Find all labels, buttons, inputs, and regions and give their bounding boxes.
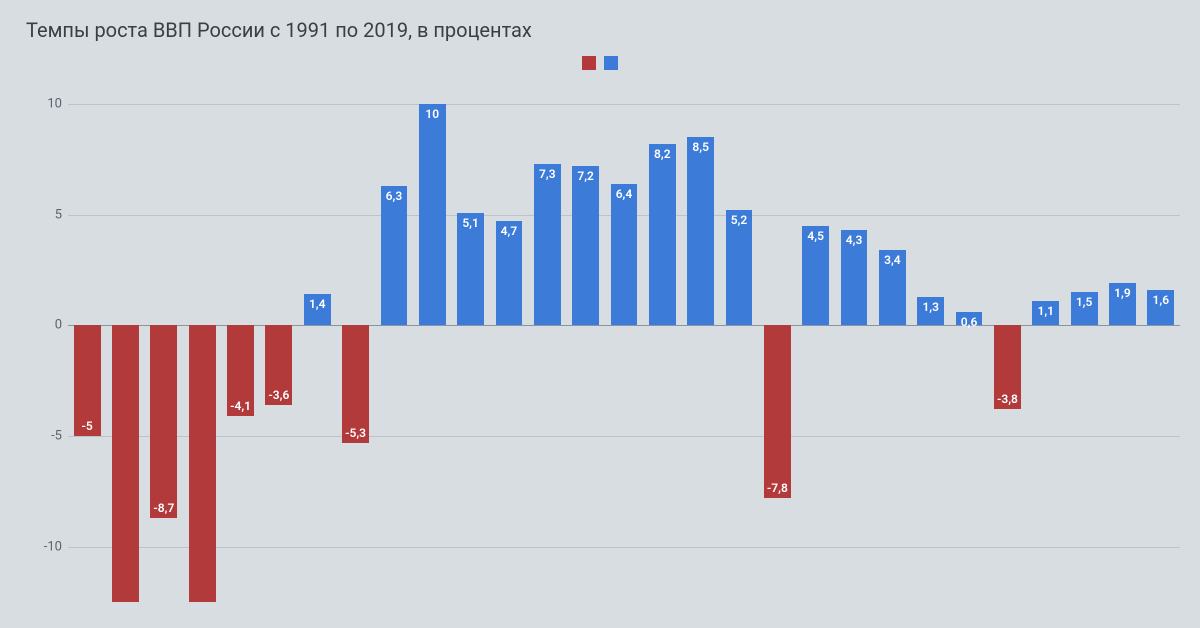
- bar: 1,1: [1032, 301, 1059, 325]
- bar-slot: 4,3: [835, 82, 873, 602]
- bar-slot: 1,5: [1065, 82, 1103, 602]
- bar: 0,6: [956, 312, 983, 325]
- bar-slot: 5,1: [451, 82, 489, 602]
- bar: -7,8: [764, 325, 791, 498]
- bar: 4,3: [841, 230, 868, 325]
- bar: 10: [419, 104, 446, 325]
- bar: 1,4: [304, 294, 331, 325]
- bar-slot: -5: [68, 82, 106, 602]
- bar-value-label: 6,4: [611, 187, 638, 201]
- y-tick-label: 0: [55, 318, 62, 333]
- bar-slot: [183, 82, 221, 602]
- y-tick-label: -10: [44, 539, 62, 554]
- bar-value-label: -3,6: [265, 388, 292, 402]
- bar: 8,2: [649, 144, 676, 325]
- bar-slot: 1,1: [1027, 82, 1065, 602]
- bar: -8,7: [150, 325, 177, 518]
- bar: [112, 325, 139, 602]
- bar-slot: 8,2: [643, 82, 681, 602]
- chart-title: Темпы роста ВВП России с 1991 по 2019, в…: [26, 18, 1180, 42]
- bar-slot: -5,3: [336, 82, 374, 602]
- bar-value-label: -3,8: [994, 392, 1021, 406]
- chart-legend: [20, 56, 1180, 70]
- bar-slot: -7,8: [758, 82, 796, 602]
- bar-slot: 7,2: [566, 82, 604, 602]
- bar-value-label: 10: [419, 107, 446, 121]
- bar-slot: 6,4: [605, 82, 643, 602]
- bar-value-label: 1,5: [1071, 295, 1098, 309]
- bars-container: -5 -8,7 -4,1 -3,6 1,4 -5,3 6,3 10 5,1 4,7 7,3 7,2 6,…: [68, 82, 1180, 602]
- bar-slot: 1,6: [1142, 82, 1180, 602]
- bar-value-label: 3,4: [879, 253, 906, 267]
- gdp-growth-chart: Темпы роста ВВП России с 1991 по 2019, в…: [0, 0, 1200, 628]
- bar: 4,7: [496, 221, 523, 325]
- bar-value-label: -7,8: [764, 481, 791, 495]
- bar-slot: 1,4: [298, 82, 336, 602]
- plot-area: -10 -5 0 5 10 -5 -8,7 -4,1 -3,6 1,4 -5,3 6,3 10 5,1 4…: [20, 82, 1180, 602]
- y-axis: -10 -5 0 5 10: [20, 82, 68, 602]
- bar-slot: -3,6: [260, 82, 298, 602]
- bar-value-label: -4,1: [227, 399, 254, 413]
- bar-value-label: 8,5: [687, 140, 714, 154]
- bar: -3,6: [265, 325, 292, 405]
- bar-slot: 7,3: [528, 82, 566, 602]
- bar-slot: 8,5: [682, 82, 720, 602]
- bar: 8,5: [687, 137, 714, 325]
- bar-slot: -3,8: [988, 82, 1026, 602]
- bar-value-label: -8,7: [150, 501, 177, 515]
- bar-value-label: 5,2: [726, 213, 753, 227]
- bar-slot: -4,1: [221, 82, 259, 602]
- bar: 3,4: [879, 250, 906, 325]
- bar-value-label: 1,3: [917, 300, 944, 314]
- bar: 1,3: [917, 297, 944, 326]
- bar-slot: 4,7: [490, 82, 528, 602]
- legend-swatch-positive: [604, 56, 618, 70]
- bar-slot: 1,9: [1103, 82, 1141, 602]
- bar: 1,6: [1147, 290, 1174, 325]
- legend-swatch-negative: [582, 56, 596, 70]
- bar-slot: 4,5: [797, 82, 835, 602]
- bar: 1,9: [1109, 283, 1136, 325]
- bar: 1,5: [1071, 292, 1098, 325]
- bar-value-label: 4,7: [496, 224, 523, 238]
- bar: 6,4: [611, 184, 638, 326]
- y-tick-label: -5: [51, 429, 62, 444]
- bar: -5,3: [342, 325, 369, 442]
- bar: 5,2: [726, 210, 753, 325]
- bar-value-label: 1,1: [1032, 304, 1059, 318]
- bar: 7,2: [572, 166, 599, 325]
- bar: [189, 325, 216, 602]
- bar: -3,8: [994, 325, 1021, 409]
- bar: 7,3: [534, 164, 561, 326]
- bar: 5,1: [457, 213, 484, 326]
- bar-value-label: -5,3: [342, 426, 369, 440]
- bar-slot: 5,2: [720, 82, 758, 602]
- bar-slot: 10: [413, 82, 451, 602]
- y-tick-label: 5: [55, 207, 62, 222]
- bar-value-label: 5,1: [457, 216, 484, 230]
- bar-slot: 3,4: [873, 82, 911, 602]
- bar-value-label: -5: [74, 419, 101, 433]
- bar: -4,1: [227, 325, 254, 416]
- bar-slot: 1,3: [912, 82, 950, 602]
- bar-value-label: 0,6: [956, 315, 983, 329]
- bar-value-label: 7,3: [534, 167, 561, 181]
- bar-value-label: 4,5: [802, 229, 829, 243]
- bar-value-label: 7,2: [572, 169, 599, 183]
- bar-slot: 6,3: [375, 82, 413, 602]
- y-tick-label: 10: [47, 97, 62, 112]
- bar-value-label: 6,3: [381, 189, 408, 203]
- bar-value-label: 1,9: [1109, 286, 1136, 300]
- bar: -5: [74, 325, 101, 436]
- bar-slot: -8,7: [145, 82, 183, 602]
- bar-value-label: 8,2: [649, 147, 676, 161]
- bar-slot: [106, 82, 144, 602]
- bar-value-label: 1,6: [1147, 293, 1174, 307]
- bar: 4,5: [802, 226, 829, 326]
- bar: 6,3: [381, 186, 408, 325]
- bar-slot: 0,6: [950, 82, 988, 602]
- bar-value-label: 1,4: [304, 297, 331, 311]
- bar-value-label: 4,3: [841, 233, 868, 247]
